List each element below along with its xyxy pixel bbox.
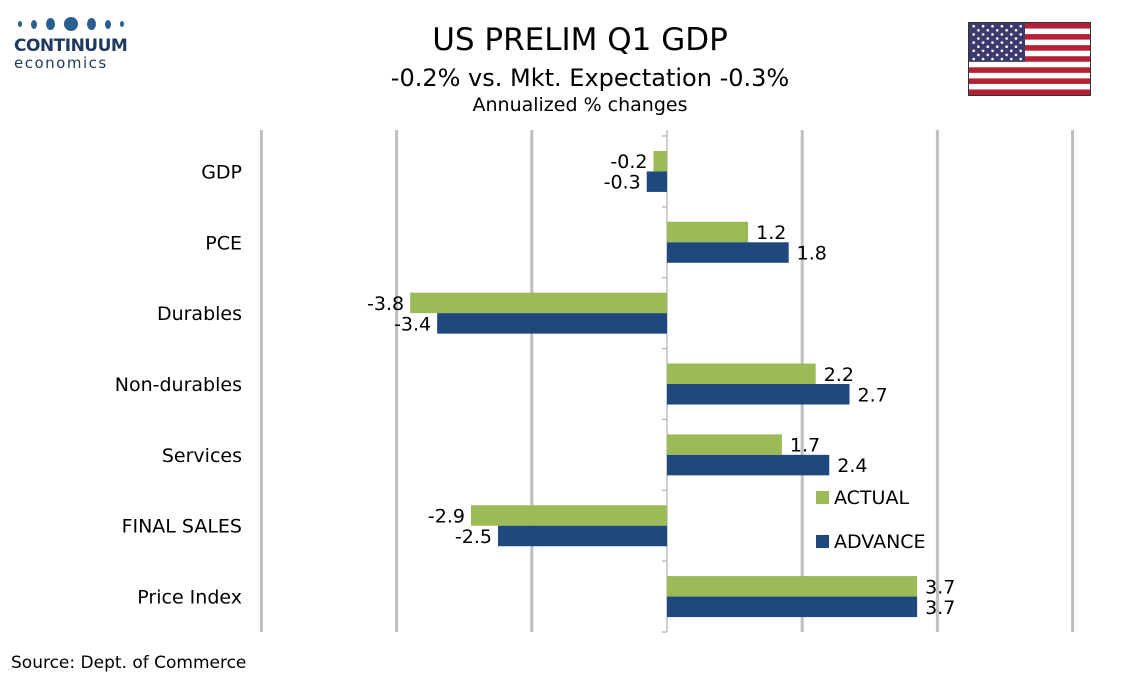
- category-labels: GDP PCE Durables Non-durables Services FINAL …: [115, 161, 242, 608]
- data-label: -3.4: [394, 313, 431, 335]
- bar-actual: [470, 505, 667, 526]
- bar-advance: [667, 242, 789, 263]
- bar-advance: [646, 171, 667, 192]
- data-label: 1.7: [790, 435, 820, 457]
- category-label: GDP: [201, 161, 242, 183]
- gridlines: [259, 130, 1075, 633]
- bar-advance: [437, 313, 667, 334]
- data-label: 2.2: [824, 364, 854, 386]
- bar-advance: [667, 384, 850, 405]
- category-label: Non-durables: [115, 374, 242, 396]
- bars: [410, 150, 918, 618]
- category-label: Durables: [157, 303, 242, 325]
- bar-advance: [667, 596, 918, 618]
- data-label: 1.8: [797, 243, 827, 265]
- category-label: Services: [162, 445, 242, 467]
- bar-advance: [667, 454, 830, 476]
- bar-actual: [667, 221, 749, 243]
- legend-swatch-advance: [816, 535, 829, 548]
- data-label: 3.7: [925, 597, 955, 619]
- continuum-logo: CONTINUUM economics: [14, 14, 134, 72]
- bar-actual: [667, 576, 918, 597]
- logo-dots: [18, 14, 134, 34]
- data-label: 2.7: [858, 384, 888, 406]
- data-label: -2.5: [455, 526, 492, 548]
- data-label: -3.8: [367, 293, 404, 315]
- us-flag-icon: [968, 22, 1091, 96]
- logo-sub: economics: [14, 54, 108, 72]
- bar-actual: [667, 363, 816, 384]
- bar-actual: [653, 150, 667, 172]
- bar-advance: [498, 525, 667, 547]
- category-label: FINAL SALES: [122, 516, 242, 538]
- chart-subtitle-units: Annualized % changes: [472, 94, 688, 116]
- category-label: PCE: [205, 232, 242, 254]
- legend-swatch-actual: [816, 491, 829, 504]
- legend: ACTUAL ADVANCE: [816, 487, 926, 553]
- bar-actual: [667, 434, 782, 455]
- logo-name: CONTINUUM: [14, 36, 128, 56]
- data-label: 1.2: [756, 222, 786, 244]
- legend-label-advance: ADVANCE: [834, 531, 926, 553]
- data-label: -0.2: [610, 151, 647, 173]
- chart-subtitle: -0.2% vs. Mkt. Expectation -0.3%: [390, 64, 790, 92]
- data-label: -2.9: [428, 505, 465, 527]
- data-label: 3.7: [925, 576, 955, 598]
- data-label: 2.4: [837, 455, 867, 477]
- source-note: Source: Dept. of Commerce: [11, 653, 247, 673]
- chart-title: US PRELIM Q1 GDP: [432, 22, 728, 58]
- legend-label-actual: ACTUAL: [834, 487, 909, 509]
- bar-actual: [410, 292, 667, 314]
- data-labels: -0.2-0.3 1.2 1.8 -3.8-3.4 2.22.7 1.7 2.4 -2.9-2…: [367, 151, 955, 619]
- data-label: -0.3: [604, 172, 641, 194]
- category-label: Price Index: [137, 587, 242, 609]
